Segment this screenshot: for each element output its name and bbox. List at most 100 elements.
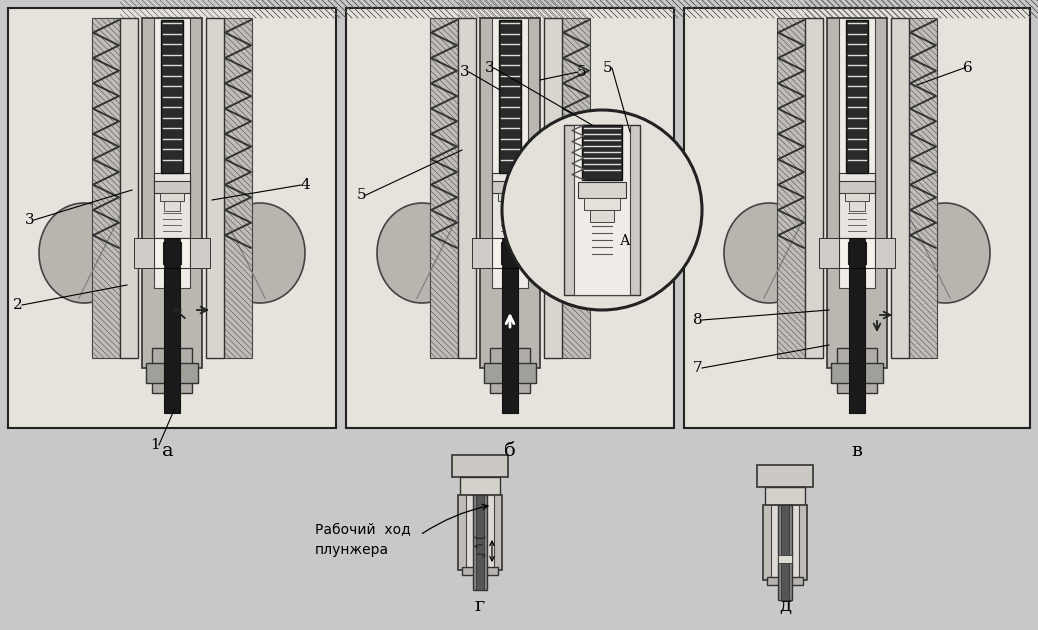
Bar	[480, 18, 540, 368]
Text: 7: 7	[693, 361, 703, 375]
Bar	[142, 18, 202, 368]
Bar	[206, 18, 224, 358]
Bar	[134, 238, 154, 268]
Bar	[8, 8, 336, 428]
Bar	[578, 182, 626, 198]
Text: 6: 6	[963, 61, 973, 75]
Text: а: а	[162, 442, 173, 460]
Text: Рабочий  ход
плунжера: Рабочий ход плунжера	[315, 524, 411, 557]
Bar	[584, 198, 620, 210]
Text: 3: 3	[485, 61, 495, 75]
Bar	[502, 238, 518, 268]
Bar	[154, 181, 190, 193]
Text: 8: 8	[693, 313, 703, 327]
Text: 3: 3	[460, 65, 470, 79]
Bar	[92, 18, 120, 358]
Bar	[490, 348, 530, 393]
Bar	[771, 505, 799, 580]
Bar	[777, 18, 805, 358]
Bar	[190, 238, 210, 268]
Bar	[839, 181, 875, 193]
Bar	[849, 201, 865, 211]
Bar	[846, 20, 868, 173]
Bar	[839, 18, 875, 288]
Bar	[909, 18, 937, 358]
Bar	[528, 238, 548, 268]
Bar	[827, 18, 887, 368]
Bar	[778, 505, 792, 600]
Bar	[502, 268, 518, 413]
Bar	[684, 8, 1030, 428]
Bar	[120, 18, 138, 358]
Text: 5: 5	[577, 65, 586, 79]
Text: 5: 5	[357, 188, 366, 202]
Bar	[492, 181, 528, 193]
Circle shape	[502, 110, 702, 310]
Bar	[430, 18, 458, 358]
Bar	[831, 363, 883, 383]
Bar	[781, 505, 789, 600]
Bar	[458, 18, 476, 358]
Bar	[849, 268, 865, 413]
Bar	[462, 567, 498, 575]
Bar	[492, 173, 528, 238]
Bar	[164, 238, 180, 268]
Text: 2: 2	[13, 298, 23, 312]
Bar	[590, 210, 614, 222]
Bar	[837, 348, 877, 393]
Bar	[476, 495, 484, 590]
Bar	[492, 18, 528, 288]
Bar	[154, 238, 190, 268]
Bar	[224, 18, 252, 358]
Bar	[875, 238, 895, 268]
Bar	[160, 193, 184, 201]
Bar	[154, 173, 190, 238]
Text: 5: 5	[603, 61, 612, 75]
Bar	[839, 173, 875, 238]
Bar	[845, 193, 869, 201]
Text: 4: 4	[300, 178, 310, 192]
Bar	[848, 242, 866, 264]
Text: в: в	[851, 442, 863, 460]
Bar	[839, 238, 875, 268]
Text: 3: 3	[25, 213, 35, 227]
Bar	[484, 363, 536, 383]
Bar	[564, 125, 640, 295]
Bar	[164, 268, 180, 413]
Bar	[765, 487, 805, 505]
Bar	[466, 495, 494, 570]
Ellipse shape	[553, 203, 643, 303]
Bar	[452, 455, 508, 477]
Bar	[472, 238, 492, 268]
Ellipse shape	[723, 203, 814, 303]
Bar	[562, 18, 590, 358]
Bar	[163, 242, 181, 264]
Bar	[544, 18, 562, 358]
Bar	[473, 495, 487, 590]
Ellipse shape	[377, 203, 467, 303]
Bar	[499, 20, 521, 173]
Text: б: б	[504, 442, 516, 460]
Text: 1: 1	[151, 438, 160, 452]
Text: А: А	[620, 234, 630, 248]
Bar	[763, 505, 807, 580]
Bar	[778, 555, 792, 563]
Bar	[574, 125, 630, 295]
Bar	[819, 238, 839, 268]
Bar	[146, 363, 198, 383]
Bar	[492, 238, 528, 268]
Bar	[460, 477, 500, 495]
Bar	[502, 201, 518, 211]
Ellipse shape	[900, 203, 990, 303]
Bar	[757, 465, 813, 487]
Bar	[346, 8, 674, 428]
Bar	[164, 201, 180, 211]
Bar	[498, 193, 522, 201]
Ellipse shape	[39, 203, 129, 303]
Text: д: д	[778, 597, 791, 615]
Bar	[161, 20, 183, 173]
Bar	[891, 18, 909, 358]
Bar	[805, 18, 823, 358]
Ellipse shape	[215, 203, 305, 303]
Bar	[152, 348, 192, 393]
